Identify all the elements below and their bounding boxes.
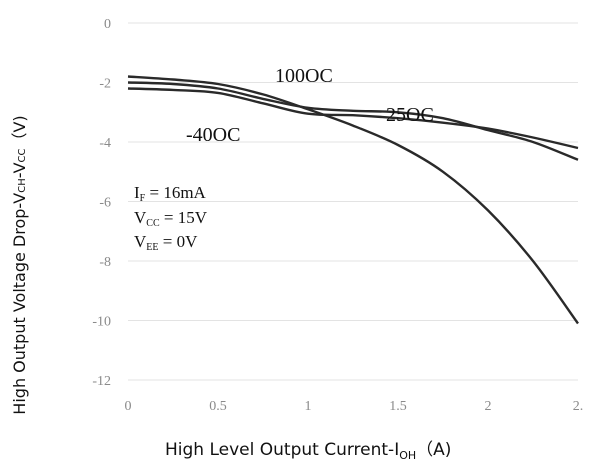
condition-vee: VEE = 0V <box>134 232 198 253</box>
condition-if: IF = 16mA <box>134 183 207 204</box>
y-tick-label: 0 <box>104 17 111 32</box>
y-axis-title: High Output Voltage Drop-VCH-VCC（V) <box>10 115 29 414</box>
x-tick-label: 0 <box>125 399 132 414</box>
x-tick-label: 2 <box>485 399 492 414</box>
x-tick-label: 0.5 <box>209 399 227 414</box>
y-tick-label: -8 <box>99 255 111 270</box>
series-label-25c: 25OC <box>386 104 434 126</box>
series-curve-2 <box>127 87 579 150</box>
x-tick-label: 2. <box>573 399 584 414</box>
x-tick-label: 1 <box>305 399 312 414</box>
series-curve-1 <box>127 81 579 161</box>
condition-vcc: VCC = 15V <box>134 208 208 229</box>
y-tick-label: -4 <box>99 136 111 151</box>
series-label-minus40c: -40OC <box>186 124 240 146</box>
series-curve-0 <box>127 75 579 325</box>
x-tick-labels: 0 0.5 1 1.5 2 2. <box>125 399 584 414</box>
series-label-100c: 100OC <box>275 65 333 87</box>
y-tick-label: -10 <box>92 315 111 330</box>
x-tick-label: 1.5 <box>389 399 407 414</box>
series-curves <box>127 75 579 325</box>
y-tick-labels: 0 -2 -4 -6 -8 -10 -12 <box>92 17 111 389</box>
y-tick-label: -12 <box>92 374 111 389</box>
y-tick-label: -6 <box>99 196 111 211</box>
y-tick-label: -2 <box>99 77 111 92</box>
x-axis-title: High Level Output Current-IOH（A) <box>165 440 451 462</box>
